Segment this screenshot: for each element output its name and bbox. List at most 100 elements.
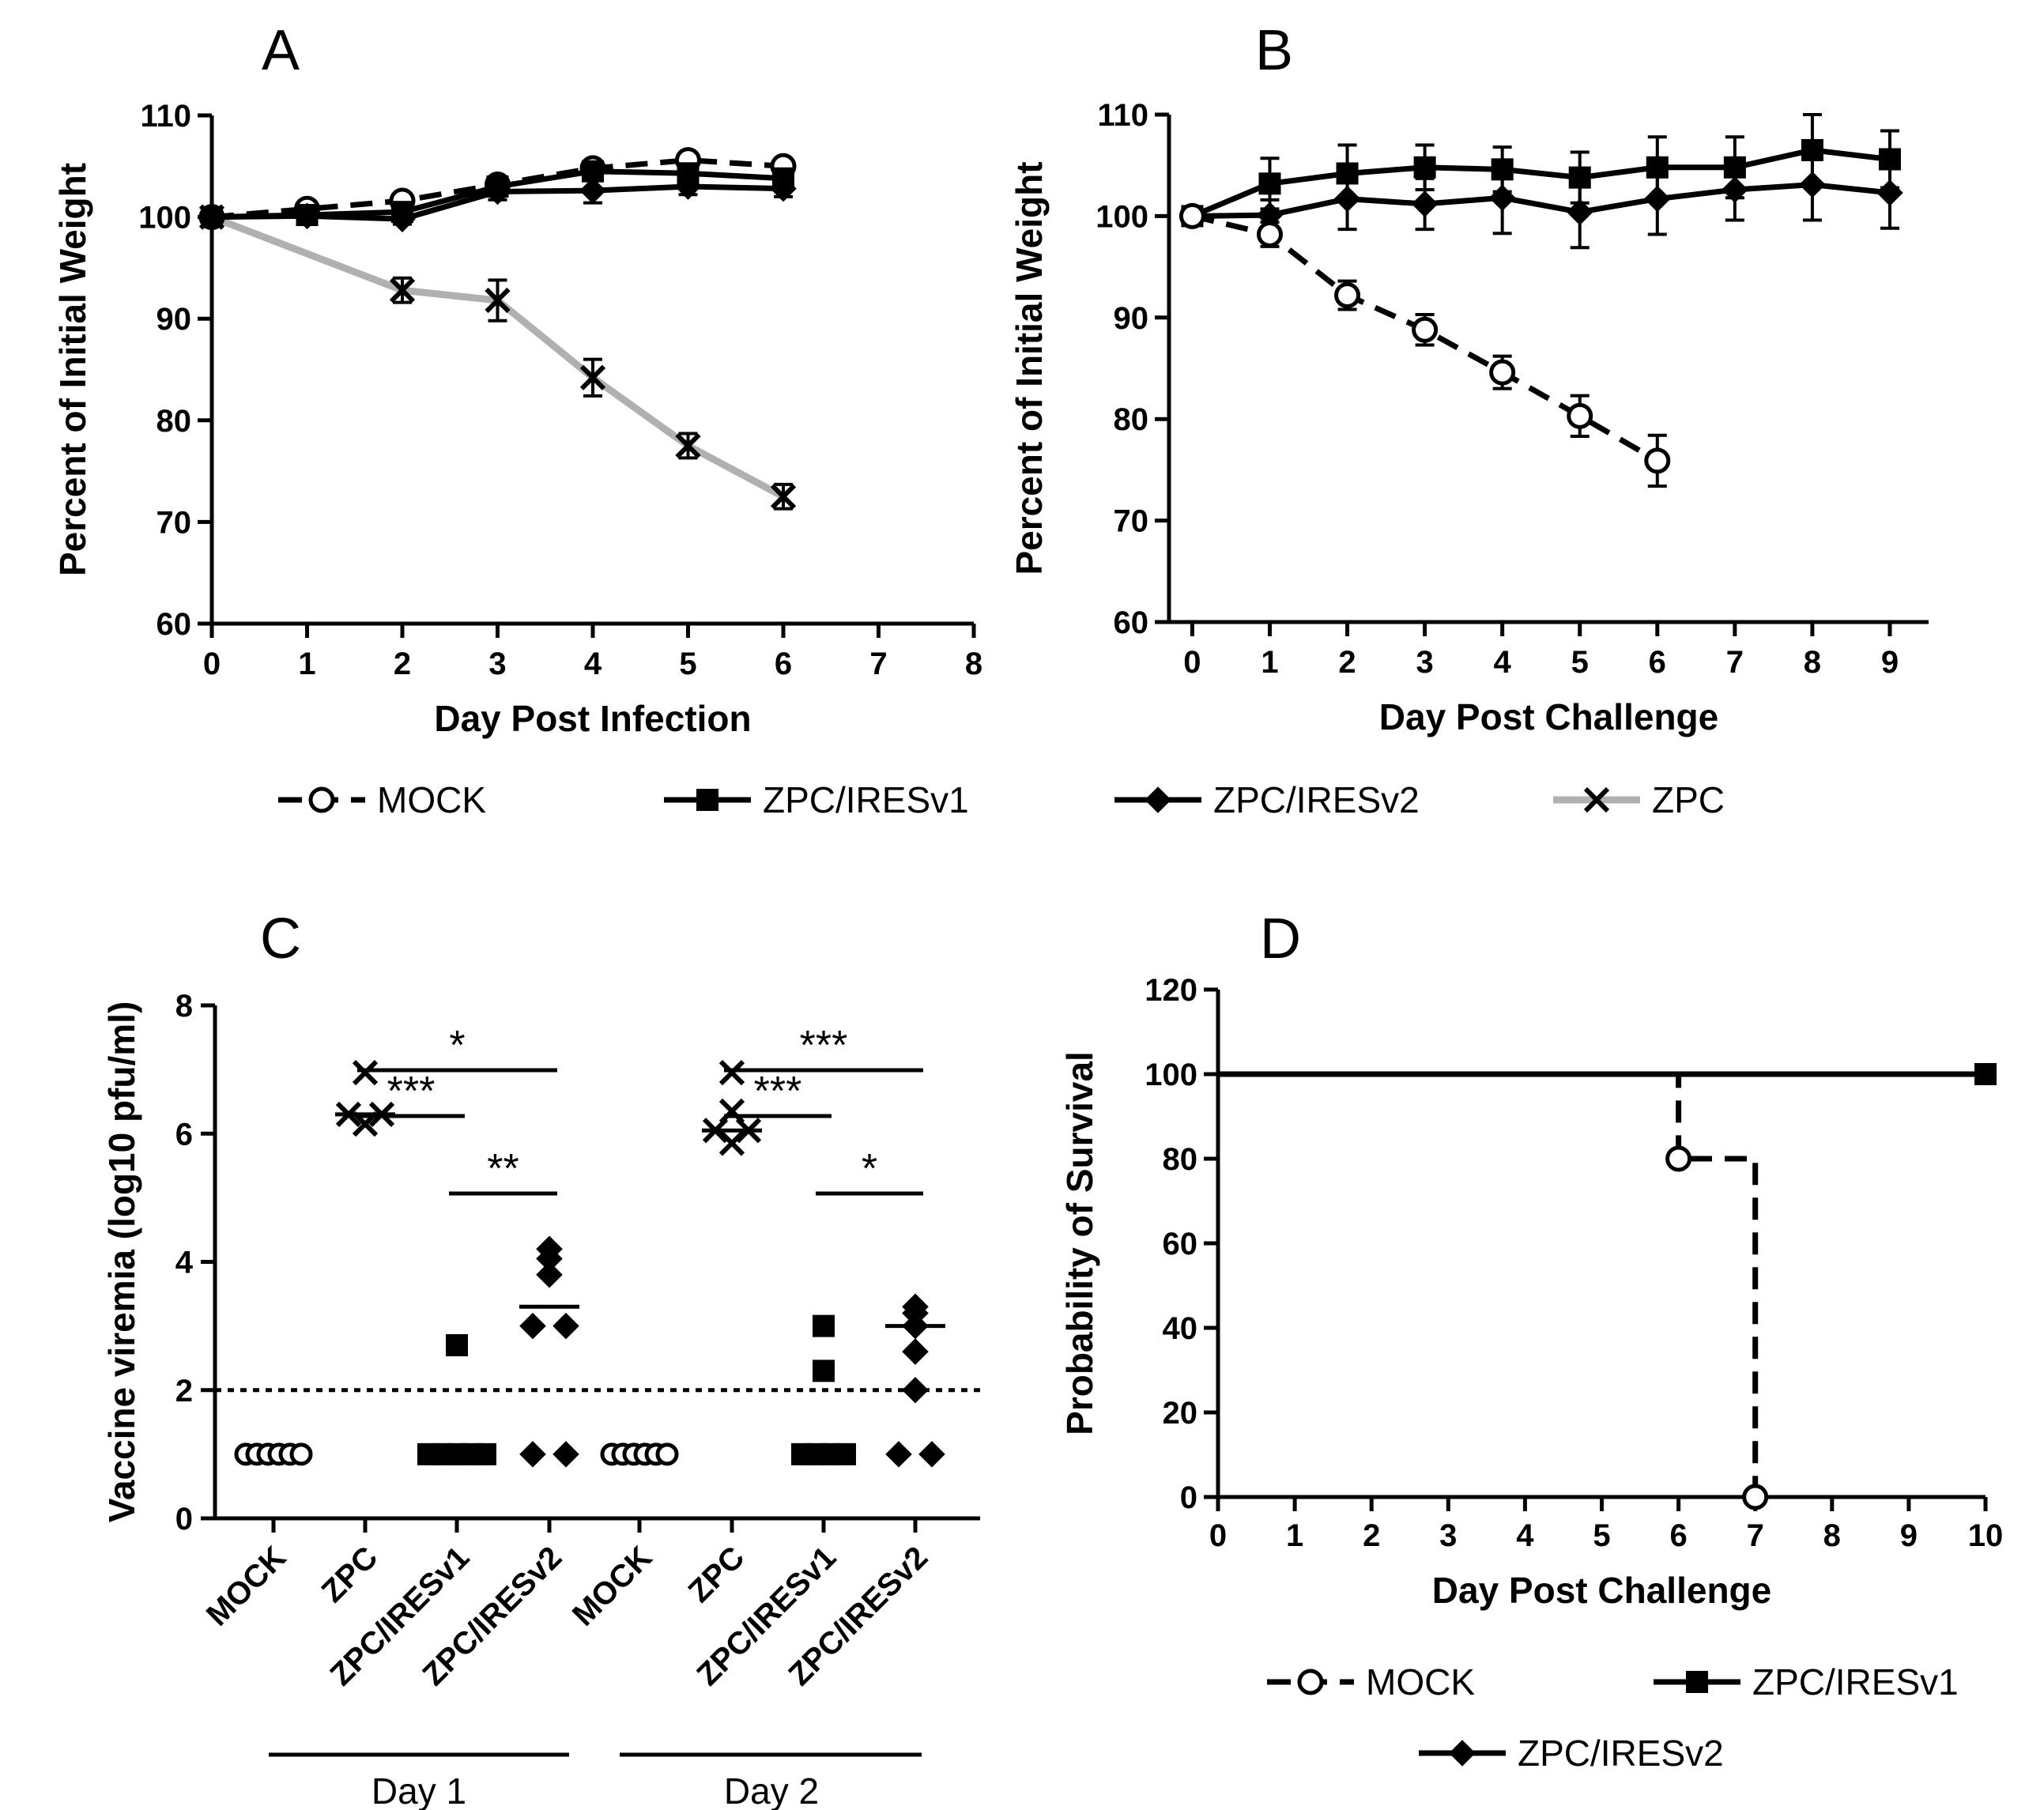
- significance-label: *: [449, 1023, 465, 1069]
- data-point: [1412, 316, 1439, 343]
- x-tick-label: ZPC: [682, 1540, 752, 1609]
- significance-label: ***: [387, 1069, 436, 1114]
- data-point: [674, 173, 702, 200]
- data-point: [1256, 221, 1283, 248]
- significance-label: ***: [754, 1069, 802, 1114]
- data-point: [1876, 179, 1903, 206]
- legend-marker: [308, 786, 335, 813]
- x-axis-label: Day Post Challenge: [1379, 696, 1718, 737]
- x-axis-label: Day Post Infection: [434, 698, 751, 739]
- day-1-label: Day 1: [371, 1770, 466, 1810]
- data-point: [536, 1245, 563, 1273]
- data-point: [552, 1441, 579, 1468]
- category-points-1: [335, 1060, 395, 1137]
- chart-A: 60 70 80 90 100 110 0 1 2 3 4 5 6 7 8 Day Post Infectio…: [52, 19, 982, 739]
- x-axis-label: Day Post Challenge: [1432, 1570, 1771, 1611]
- x-tick-label: 1: [298, 647, 315, 681]
- data-point: [813, 1359, 835, 1382]
- data-point: [289, 1442, 313, 1466]
- data-point: [552, 1312, 579, 1340]
- legend-marker: [1583, 786, 1610, 813]
- x-tick-label: 3: [488, 647, 506, 681]
- data-point: [1566, 198, 1593, 226]
- data-point: [1974, 1063, 1997, 1085]
- y-tick-label: 100: [1145, 1058, 1197, 1092]
- series-ZPC: [198, 204, 797, 511]
- x-tick-label: 10: [1968, 1518, 2004, 1553]
- y-axis-label: Percent of Initial Weight: [1009, 161, 1050, 575]
- legend-marker: [1297, 1669, 1324, 1695]
- y-tick-label: 120: [1145, 973, 1197, 1008]
- x-tick-label: 5: [1571, 645, 1589, 680]
- panel-label: A: [262, 19, 300, 82]
- y-tick-label: 80: [1163, 1142, 1198, 1177]
- series-MOCK: [1218, 1071, 1769, 1510]
- data-point: [1665, 1145, 1692, 1172]
- data-point: [293, 202, 321, 230]
- data-point: [579, 177, 606, 204]
- panel-label: D: [1260, 907, 1301, 971]
- legend-top: MOCK ZPC/IRESv1 ZPC/IRESv2 ZPC: [278, 779, 1725, 820]
- data-point: [885, 1441, 912, 1468]
- y-tick-label: 0: [175, 1502, 193, 1537]
- x-tick-label: 7: [1747, 1518, 1764, 1553]
- x-tick-label: 4: [1494, 645, 1512, 680]
- data-point: [1568, 166, 1591, 189]
- y-tick-label: 80: [157, 404, 192, 439]
- legend-marker: [1145, 786, 1171, 813]
- category-points-6: [791, 1314, 856, 1465]
- x-tick-label: 0: [203, 647, 221, 681]
- y-axis-label: Percent of Initial Weight: [52, 163, 93, 576]
- y-tick-label: 90: [157, 302, 192, 337]
- x-tick-label: 8: [1804, 645, 1821, 680]
- x-tick-label: 3: [1439, 1518, 1457, 1553]
- x-tick-label: 2: [1363, 1518, 1380, 1553]
- category-points-5: [702, 1060, 762, 1156]
- chart-D: 0 20 40 60 80 100 120 0 1 2 3 4 5 6 7 8 9 10 Day Post Chal…: [1059, 907, 2003, 1611]
- data-point: [813, 1314, 835, 1337]
- data-point: [1878, 148, 1901, 171]
- y-tick-label: 40: [1163, 1311, 1198, 1346]
- y-tick-label: 0: [1180, 1480, 1197, 1515]
- y-tick-label: 60: [157, 607, 192, 642]
- y-tick-label: 80: [1114, 402, 1149, 437]
- x-tick-label: 7: [1726, 645, 1744, 680]
- data-point: [1258, 172, 1281, 195]
- x-tick-label: 1: [1261, 645, 1278, 680]
- y-tick-label: 90: [1114, 301, 1149, 336]
- data-point: [1334, 282, 1361, 309]
- category-points-0: [234, 1442, 313, 1466]
- x-tick-label: 8: [965, 647, 982, 681]
- legend-marker: [1686, 1671, 1708, 1693]
- data-point: [485, 287, 511, 314]
- data-point: [902, 1376, 929, 1404]
- y-tick-label: 6: [175, 1117, 193, 1152]
- y-tick-label: 100: [138, 201, 191, 236]
- legend-label: ZPC/IRESv1: [763, 779, 969, 820]
- series-MOCK: [1179, 202, 1671, 488]
- data-point: [918, 1441, 945, 1468]
- category-points-7: [885, 1293, 945, 1468]
- y-tick-label: 110: [1097, 98, 1148, 133]
- category-points-3: [519, 1235, 579, 1468]
- x-tick-label: 0: [1183, 645, 1201, 680]
- data-point: [675, 432, 701, 459]
- data-point: [1489, 359, 1516, 386]
- significance-label: *: [862, 1146, 877, 1192]
- data-point: [579, 364, 606, 390]
- day-groups: Day 1 Day 2: [269, 1752, 922, 1810]
- data-point: [718, 1130, 745, 1156]
- data-point: [1742, 1484, 1769, 1510]
- x-tick-label: 7: [869, 647, 887, 681]
- data-point: [718, 1060, 745, 1086]
- x-tick-label: 9: [1881, 645, 1899, 680]
- data-point: [1644, 447, 1671, 474]
- x-tick-label: 6: [775, 647, 792, 681]
- series-line: [1192, 182, 1891, 219]
- legend-item-ZPC: ZPC: [1553, 779, 1725, 820]
- data-point: [389, 277, 416, 304]
- data-point: [655, 1442, 679, 1466]
- legend-label: ZPC/IRESv2: [1213, 779, 1420, 820]
- data-point: [446, 1333, 468, 1356]
- data-point: [519, 1441, 546, 1468]
